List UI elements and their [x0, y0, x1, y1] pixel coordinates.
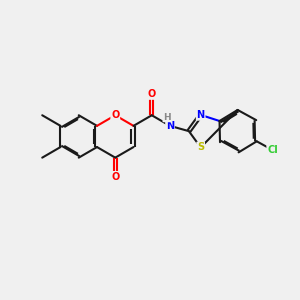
Text: O: O — [148, 89, 156, 99]
Text: N: N — [196, 110, 205, 120]
Text: Cl: Cl — [267, 145, 278, 155]
Text: N: N — [166, 121, 174, 131]
Text: O: O — [111, 172, 119, 182]
Text: S: S — [197, 142, 204, 152]
Text: O: O — [111, 110, 119, 120]
Text: H: H — [163, 112, 171, 122]
